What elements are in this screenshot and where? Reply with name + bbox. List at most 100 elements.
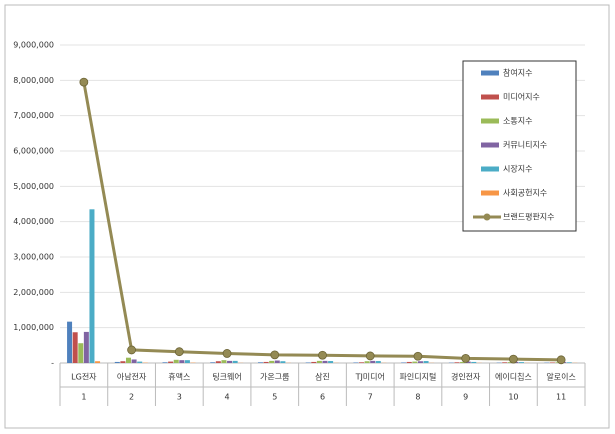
x-tick-number: 2: [129, 393, 134, 402]
bar: [83, 331, 89, 363]
x-tick-number: 7: [368, 393, 373, 402]
bar: [465, 361, 471, 363]
bar: [114, 361, 120, 363]
line-marker: [79, 77, 89, 87]
bar: [328, 361, 334, 363]
legend-swatch: [481, 94, 499, 100]
bar: [137, 361, 143, 363]
bar: [168, 361, 174, 363]
bar: [184, 360, 190, 363]
bar: [549, 362, 555, 363]
bar: [401, 362, 407, 363]
bar: [502, 362, 508, 363]
y-tick-label: 4,000,000: [13, 217, 54, 226]
bar: [412, 361, 418, 363]
bar: [370, 360, 376, 363]
bar: [269, 360, 275, 363]
y-tick-label: 9,000,000: [13, 41, 54, 50]
line-marker: [461, 354, 471, 363]
bar: [316, 360, 322, 363]
bar: [311, 361, 317, 363]
bar: [417, 361, 423, 363]
x-tick-number: 1: [81, 393, 86, 402]
x-tick-number: 5: [272, 393, 277, 402]
line-marker: [127, 345, 136, 355]
x-tick-number: 3: [177, 393, 182, 402]
line-marker: [365, 351, 375, 361]
bar: [89, 209, 95, 363]
bar: [566, 362, 572, 363]
legend-swatch: [481, 118, 499, 124]
bar: [67, 321, 73, 363]
legend-label: 커뮤니티지수: [503, 140, 547, 150]
bar: [131, 359, 137, 363]
legend-label: 시장지수: [503, 164, 532, 174]
bar: [274, 360, 280, 363]
bar: [507, 362, 513, 363]
x-tick-label: 가온그룹: [260, 373, 289, 382]
bar: [263, 361, 269, 363]
bar: [72, 332, 78, 363]
x-tick-label: 경인전자: [451, 372, 481, 382]
legend-label: 소통지수: [503, 117, 532, 126]
legend-swatch: [481, 190, 499, 196]
bar: [519, 362, 525, 363]
bar: [210, 362, 216, 363]
bar: [375, 361, 381, 363]
x-tick-label: 에이디칩스: [495, 372, 532, 382]
legend-swatch: [481, 70, 499, 76]
x-tick-label: TJ미디어: [355, 372, 385, 382]
bar: [120, 361, 126, 363]
y-tick-label: 8,000,000: [13, 76, 54, 85]
bar: [173, 359, 179, 363]
legend-label: 브랜드평판지수: [503, 212, 555, 222]
y-tick-label: 3,000,000: [13, 253, 54, 262]
y-tick-label: 2,000,000: [13, 288, 54, 297]
x-tick-number: 8: [415, 393, 420, 402]
bar: [162, 362, 168, 363]
line-marker: [222, 349, 232, 358]
legend-label: 참여지수: [503, 68, 532, 78]
bar: [353, 362, 359, 363]
x-tick-number: 4: [224, 393, 229, 402]
x-tick-number: 11: [556, 393, 566, 402]
bar: [359, 362, 365, 363]
line-marker: [318, 350, 327, 360]
line-marker: [509, 354, 518, 364]
bar: [257, 362, 263, 363]
legend-swatch-marker: [483, 213, 491, 221]
x-tick-label: 팅크웨어: [212, 372, 241, 382]
bar: [78, 343, 84, 363]
x-tick-label: 아남전자: [117, 372, 147, 382]
bar: [471, 361, 477, 363]
bar: [215, 361, 221, 363]
legend-swatch: [481, 166, 499, 172]
bar: [227, 360, 233, 363]
bar: [322, 360, 328, 363]
bar: [406, 361, 412, 363]
y-tick-label: 6,000,000: [13, 147, 54, 156]
line-marker: [270, 350, 280, 360]
x-tick-label: 휴맥스: [168, 372, 190, 382]
y-tick-label: 1,000,000: [13, 323, 54, 332]
legend-label: 미디어지수: [503, 92, 540, 102]
bar: [125, 357, 131, 363]
line-marker: [174, 347, 184, 357]
legend-label: 사회공헌지수: [503, 189, 547, 198]
bar: [423, 361, 429, 363]
x-tick-label: 파인디지털: [400, 372, 437, 382]
y-tick-label: 7,000,000: [13, 111, 54, 120]
line-marker: [413, 351, 423, 361]
x-tick-label: 삼진: [315, 372, 330, 382]
x-tick-number: 10: [508, 393, 518, 402]
y-tick-label: 5,000,000: [13, 182, 54, 191]
bar: [305, 362, 311, 363]
bar: [232, 360, 238, 363]
bar: [95, 361, 101, 363]
bar: [221, 360, 227, 363]
x-tick-number: 9: [463, 393, 468, 402]
bar: [280, 361, 286, 363]
bar: [460, 361, 466, 363]
bar: [454, 362, 460, 363]
